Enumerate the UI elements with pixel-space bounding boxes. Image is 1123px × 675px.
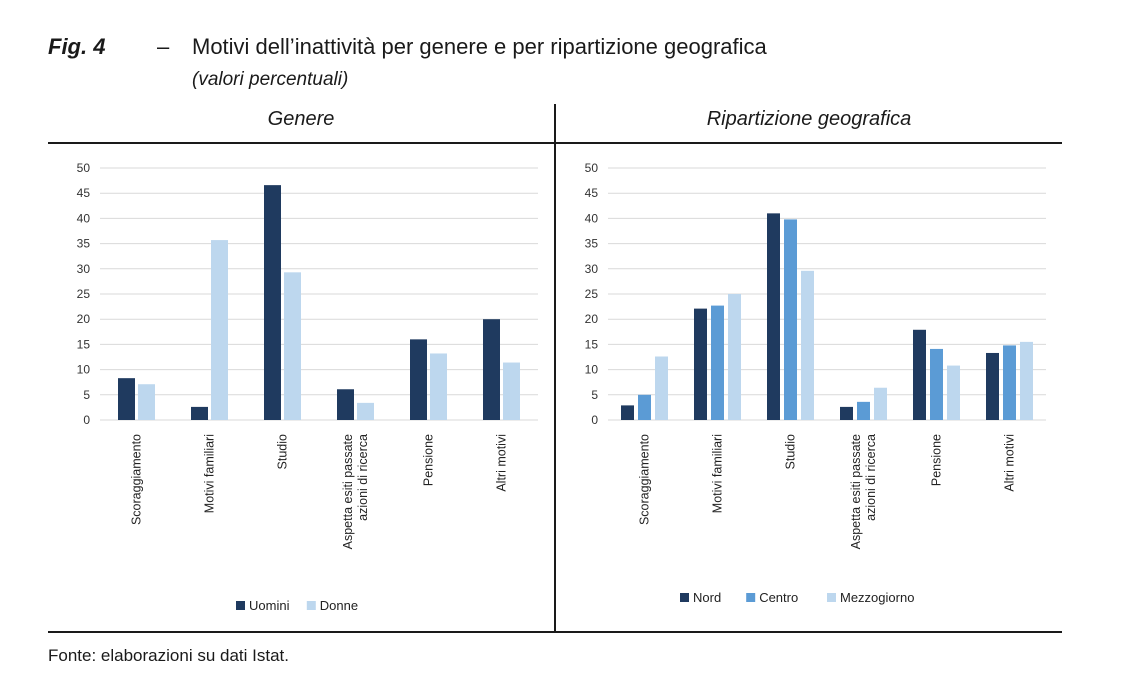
bar-nord-motivi-familiari <box>694 308 707 420</box>
bar-donne-aspetta-esiti-passate-azioni-di-ricerca <box>357 402 374 420</box>
figure-label: Fig. 4 <box>48 34 106 59</box>
legend-swatch-centro <box>746 593 756 602</box>
x-tick-label: Aspetta esiti passateazioni di ricerca <box>849 434 878 549</box>
chart-ripartizione: 0 5 10 15 20 25 30 35 40 45 50 Scoraggiamento Motivi… <box>585 161 1046 605</box>
bar-mezzogiorno-motivi-familiari <box>728 294 741 420</box>
bar-mezzogiorno-aspetta-esiti-passate-azioni-di-ricerca <box>874 387 887 420</box>
bar-uomini-pensione <box>410 339 427 420</box>
y-tick-label: 0 <box>591 413 598 427</box>
bar-mezzogiorno-scoraggiamento <box>655 356 668 420</box>
bar-centro-scoraggiamento <box>638 394 651 420</box>
legend-label-centro: Centro <box>759 590 798 605</box>
bar-mezzogiorno-studio <box>801 270 814 420</box>
legend-swatch-donne <box>306 601 316 610</box>
bar-centro-studio <box>784 219 797 420</box>
figure-subtitle: (valori percentuali) <box>192 69 349 90</box>
x-tick-label: Altri motivi <box>495 434 509 492</box>
bar-uomini-motivi-familiari <box>191 406 208 420</box>
bar-centro-altri-motivi <box>1003 345 1016 420</box>
y-tick-label: 30 <box>585 262 599 276</box>
bar-nord-pensione <box>913 329 926 420</box>
figure-dash: – <box>157 34 170 59</box>
x-tick-label: Motivi familiari <box>203 434 217 513</box>
source-note: Fonte: elaborazioni su dati Istat. <box>48 646 289 665</box>
y-tick-label: 35 <box>77 237 91 251</box>
bar-donne-studio <box>284 272 301 420</box>
y-tick-label: 25 <box>77 287 91 301</box>
legend-swatch-mezzogiorno <box>827 593 836 602</box>
bar-nord-aspetta-esiti-passate-azioni-di-ricerca <box>840 406 853 420</box>
bar-donne-scoraggiamento <box>138 384 155 420</box>
bar-mezzogiorno-altri-motivi <box>1020 341 1033 420</box>
y-tick-label: 10 <box>77 363 91 377</box>
bar-mezzogiorno-pensione <box>947 365 960 420</box>
y-tick-label: 40 <box>585 211 599 225</box>
y-tick-label: 25 <box>585 287 599 301</box>
x-tick-label: Pensione <box>930 434 944 486</box>
legend-label-mezzogiorno: Mezzogiorno <box>840 590 914 605</box>
bar-uomini-altri-motivi <box>483 319 500 420</box>
legend-label-uomini: Uomini <box>249 598 290 613</box>
bar-uomini-aspetta-esiti-passate-azioni-di-ricerca <box>337 389 354 420</box>
y-tick-label: 15 <box>585 337 599 351</box>
y-tick-label: 10 <box>585 363 599 377</box>
legend-swatch-nord <box>680 593 689 602</box>
bar-donne-altri-motivi <box>503 362 520 420</box>
y-tick-label: 0 <box>83 413 90 427</box>
bar-centro-aspetta-esiti-passate-azioni-di-ricerca <box>857 401 870 420</box>
x-tick-label: Pensione <box>422 434 436 486</box>
footer-rule <box>48 631 1062 633</box>
figure-title: Motivi dell’inattività per genere e per … <box>192 34 767 59</box>
y-tick-label: 35 <box>585 237 599 251</box>
y-tick-label: 45 <box>585 186 599 200</box>
y-tick-label: 50 <box>585 161 599 175</box>
panel-title-genere: Genere <box>267 108 335 130</box>
y-tick-label: 15 <box>77 337 91 351</box>
y-tick-label: 30 <box>77 262 91 276</box>
y-tick-label: 5 <box>83 388 90 402</box>
y-tick-label: 40 <box>77 211 91 225</box>
panel-title-ripartizione: Ripartizione geografica <box>706 108 912 130</box>
bar-nord-altri-motivi <box>986 352 999 420</box>
legend-label-donne: Donne <box>320 598 358 613</box>
x-tick-label: Motivi familiari <box>711 434 725 513</box>
y-tick-label: 5 <box>591 388 598 402</box>
bar-nord-scoraggiamento <box>621 405 634 420</box>
bar-donne-pensione <box>430 353 447 420</box>
legend-swatch-uomini <box>236 601 245 610</box>
panel-divider <box>554 104 556 632</box>
x-tick-label: Scoraggiamento <box>130 434 144 525</box>
x-tick-label: Altri motivi <box>1003 434 1017 492</box>
bar-centro-pensione <box>930 348 943 420</box>
y-tick-label: 20 <box>77 312 91 326</box>
bar-nord-studio <box>767 213 780 420</box>
y-tick-label: 20 <box>585 312 599 326</box>
chart-genere: 0 5 10 15 20 25 30 35 40 45 50 Scoraggiamento Motivi… <box>77 161 538 613</box>
bar-donne-motivi-familiari <box>211 240 228 420</box>
bar-uomini-scoraggiamento <box>118 378 135 420</box>
legend-label-nord: Nord <box>693 590 721 605</box>
x-tick-label: Studio <box>276 434 290 469</box>
y-tick-label: 50 <box>77 161 91 175</box>
x-tick-label: Studio <box>784 434 798 469</box>
x-tick-label: Scoraggiamento <box>638 434 652 525</box>
bar-centro-motivi-familiari <box>711 305 724 420</box>
x-tick-label: Aspetta esiti passateazioni di ricerca <box>341 434 370 549</box>
bar-uomini-studio <box>264 185 281 420</box>
y-tick-label: 45 <box>77 186 91 200</box>
